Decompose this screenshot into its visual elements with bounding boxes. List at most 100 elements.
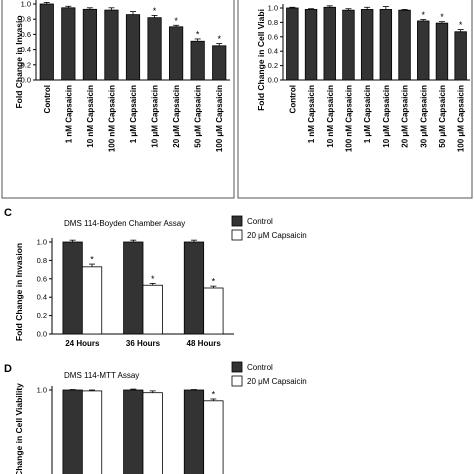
y-tick-label: 0.8 <box>37 256 47 265</box>
bar <box>342 9 355 81</box>
panel-label-d: D <box>4 363 12 375</box>
y-tick-label: 0.0 <box>37 330 47 339</box>
y-tick-label: 0.8 <box>268 18 278 27</box>
bar-control <box>62 241 83 335</box>
panel-d-title: DMS 114-MTT Assay <box>64 371 139 380</box>
panel-c-title: DMS 114-Boyden Chamber Assay <box>64 219 185 228</box>
bar-capsaicin <box>203 287 224 335</box>
bar <box>169 26 184 81</box>
legend-swatch-capsaicin <box>231 375 243 387</box>
bar <box>398 9 411 81</box>
plot-layer: 0.0 0.2 0.4 0.6 0.8 1.0 Control 1 nM Capsaicin 1… <box>21 0 470 474</box>
x-tick-label: 50 μM Capsaicin <box>438 85 447 148</box>
bar <box>454 31 467 81</box>
chart-panel-1: 0.0 0.2 0.4 0.6 0.8 1.0 Control 1 nM Capsaicin 1… <box>268 4 470 152</box>
bar-capsaicin <box>81 266 103 335</box>
y-tick-label: 0.2 <box>21 60 31 69</box>
bar-control <box>183 389 205 474</box>
y-tick-label: 0.2 <box>37 311 47 320</box>
significance-marker: * <box>421 10 425 20</box>
y-tick-label: 0.0 <box>268 76 278 85</box>
panel-a-ylabel: Fold Change in Invasio <box>14 15 24 108</box>
x-tick-label: 10 nM Capsaicin <box>86 85 95 148</box>
y-tick-label: 1.0 <box>268 4 278 13</box>
bar <box>304 9 318 81</box>
bar <box>147 17 162 81</box>
significance-marker: * <box>153 6 157 16</box>
bar <box>61 7 76 81</box>
bar-control <box>123 389 144 474</box>
x-tick-label: 1 μM Capsaicin <box>363 85 372 143</box>
bar <box>379 9 393 81</box>
x-tick-label: 24 Hours <box>65 339 100 348</box>
panel-label-c: C <box>4 207 12 219</box>
x-tick-label: 10 nM Capsaicin <box>326 85 335 148</box>
chart-panel-3: 1.0 * <box>37 386 224 474</box>
y-tick-label: 1.0 <box>21 0 31 9</box>
legend-swatch-control <box>231 215 243 227</box>
y-tick-label: 0.6 <box>268 32 278 41</box>
chart-panel-0: 0.0 0.2 0.4 0.6 0.8 1.0 Control 1 nM Capsaicin 1… <box>21 0 230 152</box>
bar-capsaicin <box>203 400 224 474</box>
bar <box>190 40 205 81</box>
panel-c-legend: Control 20 μM Capsaicin <box>231 215 307 241</box>
panel-b-frame <box>237 0 473 199</box>
x-tick-label: 100 nM Capsaicin <box>107 85 116 152</box>
bar <box>360 9 374 81</box>
panel-c-ylabel: Fold Change in Invasion <box>14 243 24 341</box>
bar-control <box>123 241 144 335</box>
chart-panel-2: 0.0 0.2 0.4 0.6 0.8 1.0 * 24 Hours * 36 Hours * 48 … <box>37 238 234 348</box>
y-tick-label: 0.0 <box>21 76 31 85</box>
y-tick-label: 1.0 <box>37 386 47 395</box>
bar-capsaicin <box>81 390 103 474</box>
x-tick-label: 100 nM Capsaicin <box>344 85 353 152</box>
legend-label-capsaicin: 20 μM Capsaicin <box>247 377 307 386</box>
x-tick-label: 20 μM Capsaicin <box>172 85 181 148</box>
x-tick-label: Control <box>43 85 52 113</box>
significance-marker: * <box>174 16 178 26</box>
legend-label-control: Control <box>247 217 273 226</box>
panel-b-ylabel: Fold Change in Cell Viabi <box>256 9 266 111</box>
significance-marker: * <box>212 390 216 400</box>
x-tick-label: 100 μM Capsaicin <box>457 85 466 152</box>
bar <box>125 14 141 81</box>
bar-control <box>183 241 205 335</box>
bar <box>323 6 336 81</box>
legend-swatch-capsaicin <box>231 229 243 241</box>
y-tick-label: 0.6 <box>21 30 31 39</box>
panel-a-frame <box>1 0 235 199</box>
y-tick-label: 0.4 <box>21 45 31 54</box>
x-tick-label: 50 μM Capsaicin <box>194 85 203 148</box>
x-tick-label: Control <box>288 85 297 113</box>
x-tick-label: 1 nM Capsaicin <box>307 85 316 143</box>
y-tick-label: 0.4 <box>37 293 47 302</box>
bar <box>212 45 227 81</box>
x-tick-label: 10 μM Capsaicin <box>382 85 391 148</box>
significance-marker: * <box>440 12 444 22</box>
legend-label-control: Control <box>247 363 273 372</box>
significance-marker: * <box>90 255 94 265</box>
bar <box>39 3 54 81</box>
bar-capsaicin <box>142 392 163 474</box>
y-tick-label: 0.4 <box>268 47 278 56</box>
panel-d-ylabel: Change in Cell Viability <box>14 383 24 474</box>
y-tick-label: 0.2 <box>268 61 278 70</box>
y-tick-label: 0.6 <box>37 274 47 283</box>
x-tick-label: 48 Hours <box>187 339 222 348</box>
bar <box>82 8 97 81</box>
x-tick-label: 10 μM Capsaicin <box>151 85 160 148</box>
bar <box>417 20 430 81</box>
significance-marker: * <box>151 274 155 284</box>
significance-marker: * <box>459 20 463 30</box>
bar-capsaicin <box>142 284 163 335</box>
x-tick-label: 100 μM Capsaicin <box>215 85 224 152</box>
legend-swatch-control <box>231 361 243 373</box>
x-tick-label: 36 Hours <box>126 339 161 348</box>
significance-marker: * <box>217 34 221 44</box>
bar-control <box>62 389 83 474</box>
x-tick-label: 1 nM Capsaicin <box>64 85 73 143</box>
bar <box>286 7 299 81</box>
x-tick-label: 30 μM Capsaicin <box>419 85 428 148</box>
y-tick-label: 0.8 <box>21 15 31 24</box>
